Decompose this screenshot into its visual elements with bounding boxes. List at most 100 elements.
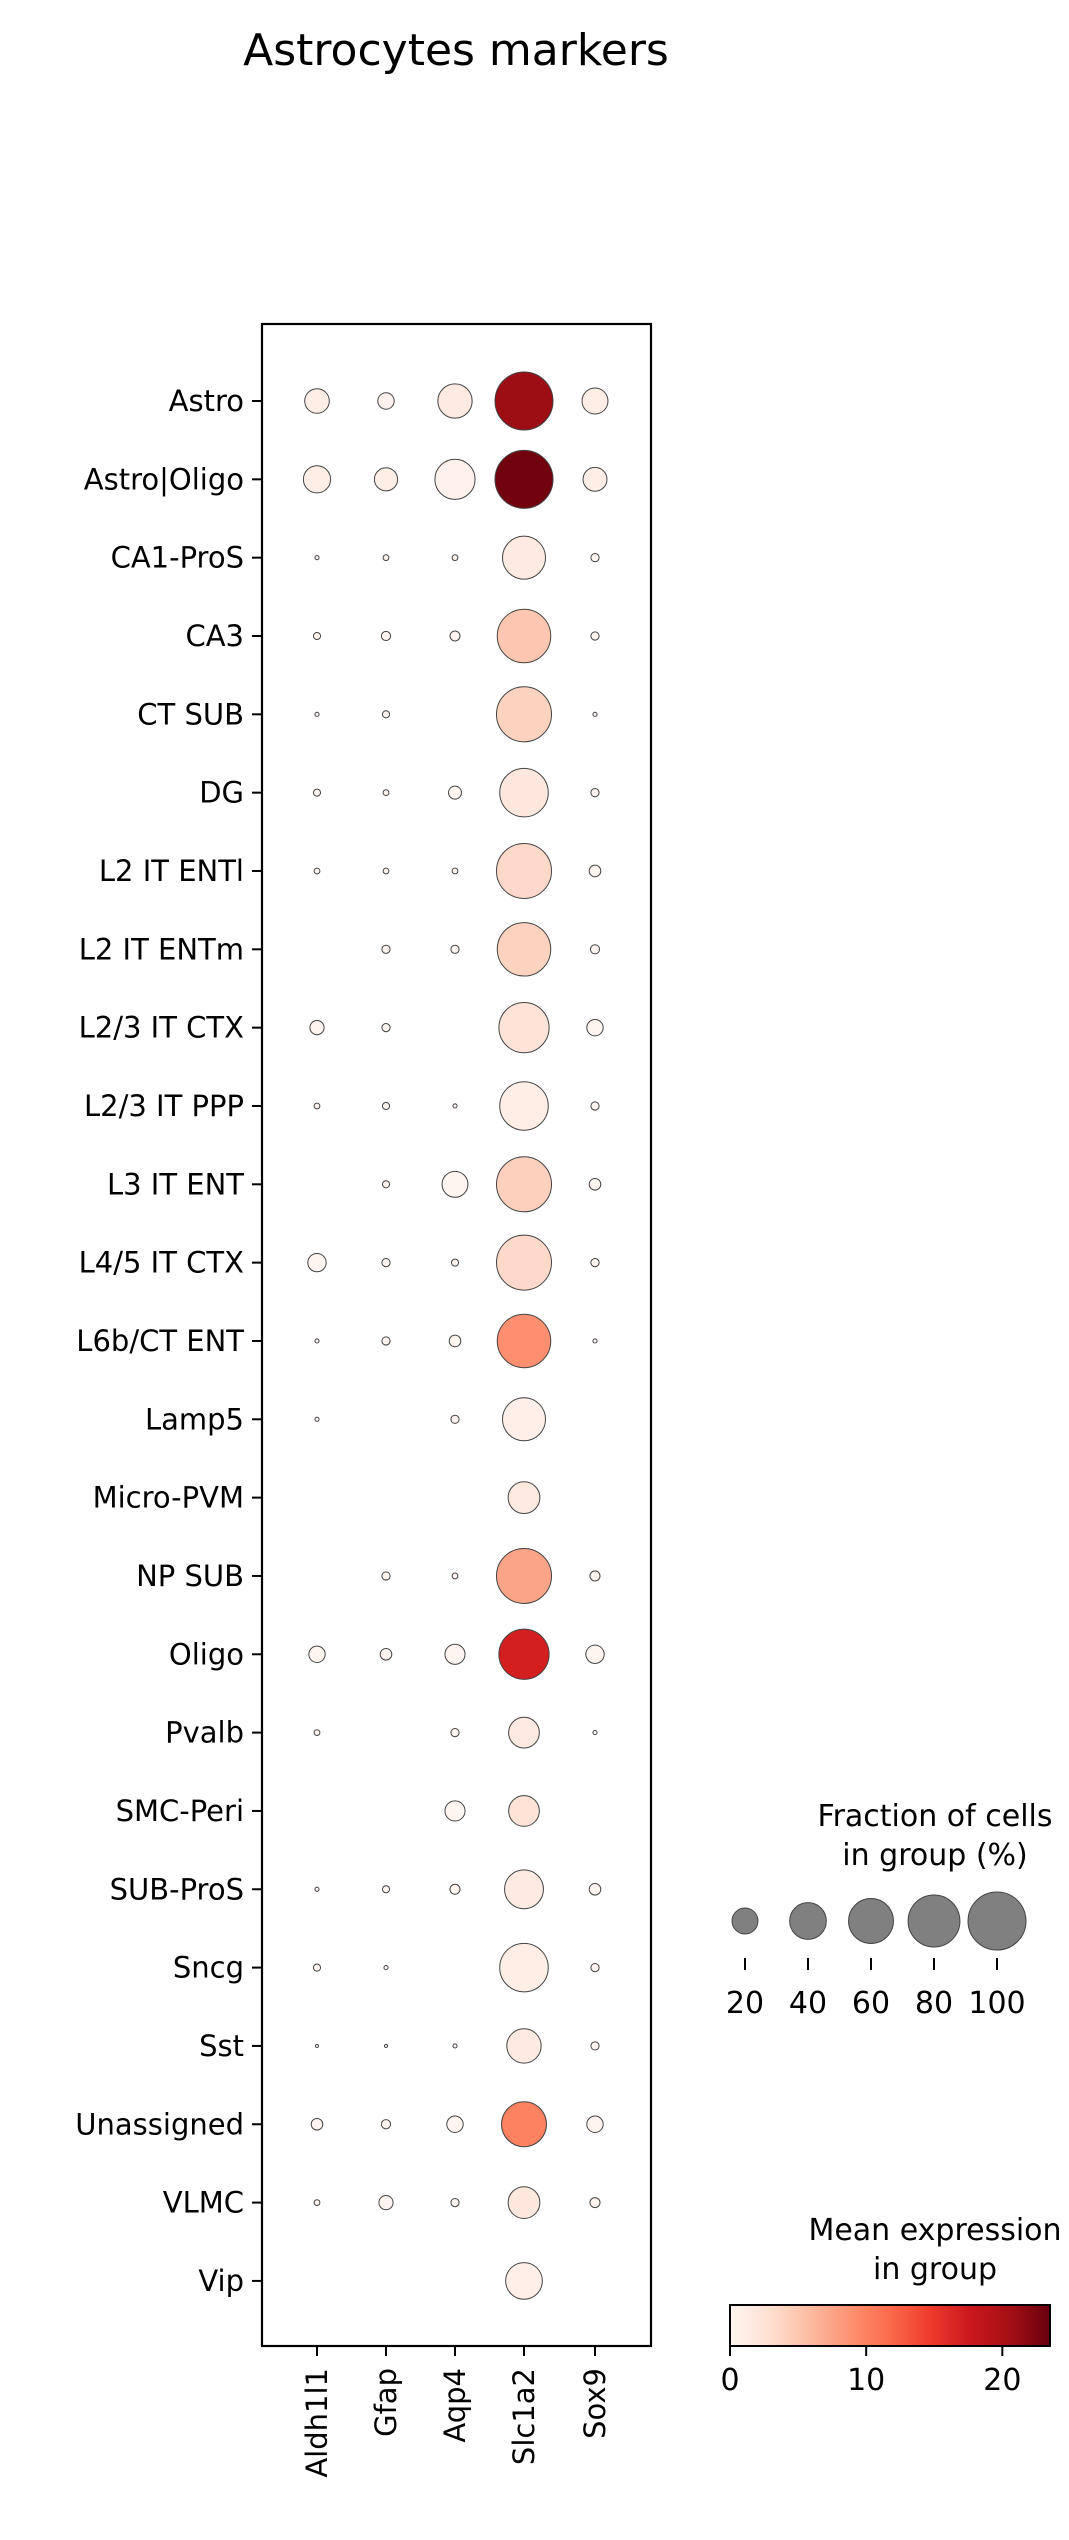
- y-tick-label: SUB-ProS: [110, 1872, 244, 1906]
- dot-mark: [590, 1258, 600, 1268]
- dot-mark: [589, 2197, 601, 2209]
- dot-mark: [588, 1178, 602, 1191]
- color-legend-title-line2: in group: [873, 2252, 997, 2287]
- dot-mark: [380, 630, 392, 642]
- size-legend: Fraction of cells in group (%) 20 40 60 80 1…: [726, 1799, 1053, 2021]
- colorbar-tick-label: 0: [720, 2363, 739, 2398]
- dot-mark: [507, 1481, 541, 1514]
- y-tick-label: Pvalb: [165, 1716, 244, 1750]
- dot-mark: [505, 2262, 543, 2300]
- dot-mark: [381, 944, 391, 954]
- size-legend-tick-label: 80: [915, 1986, 953, 2021]
- dot-mark: [495, 842, 553, 899]
- color-legend: Mean expression in group 0 10 20: [720, 2213, 1061, 2398]
- dot-mark: [382, 554, 390, 562]
- dot-mark: [383, 2043, 389, 2049]
- y-tick-label: CA1-ProS: [111, 541, 244, 575]
- dot-mark: [314, 555, 320, 561]
- dot-mark: [307, 1252, 327, 1273]
- dot-mark: [450, 1414, 460, 1424]
- dot-mark: [590, 2041, 600, 2051]
- dot-mark: [494, 449, 554, 509]
- dot-mark: [586, 2115, 604, 2133]
- dot-mark: [444, 1800, 466, 1822]
- y-tick-label: L2/3 IT CTX: [79, 1011, 244, 1045]
- dot-mark: [310, 2117, 324, 2131]
- dot-mark: [449, 1883, 461, 1895]
- dot-mark: [381, 710, 391, 719]
- dot-mark: [590, 788, 600, 798]
- dot-mark: [314, 1886, 320, 1892]
- dot-mark: [383, 1965, 389, 1971]
- dot-mark: [590, 553, 600, 563]
- dot-mark: [314, 2043, 320, 2049]
- dot-mark: [451, 867, 459, 875]
- size-legend-title-line1: Fraction of cells: [818, 1799, 1053, 1834]
- y-tick-label: Sst: [199, 2029, 244, 2063]
- y-tick-label: L4/5 IT CTX: [79, 1246, 244, 1280]
- dot-mark: [450, 944, 460, 954]
- dot-mark: [434, 458, 476, 500]
- size-legend-title-line2: in group (%): [842, 1838, 1027, 1873]
- dot-mark: [381, 1571, 391, 1581]
- dot-mark: [378, 2194, 394, 2211]
- dot-mark: [312, 631, 322, 641]
- dot-mark: [589, 1570, 601, 1582]
- dot-mark: [499, 1942, 549, 1993]
- y-tick-label: Micro-PVM: [93, 1481, 244, 1515]
- dot-mark: [494, 371, 554, 431]
- dot-mark: [441, 1170, 469, 1198]
- dot-mark: [495, 1156, 553, 1213]
- x-tick-label: Gfap: [369, 2368, 403, 2437]
- colorbar-tick-label: 10: [847, 2363, 885, 2398]
- dot-mark: [313, 1102, 321, 1110]
- dot-mark: [314, 1338, 320, 1344]
- dot-mark: [444, 1643, 466, 1665]
- dot-mark: [501, 1397, 547, 1442]
- y-tick-label: CT SUB: [137, 697, 244, 731]
- y-tick-label: Vip: [198, 2264, 244, 2298]
- dot-mark: [588, 1882, 602, 1896]
- dot-mark: [499, 1081, 549, 1131]
- dot-mark: [314, 711, 320, 717]
- dot-mark: [450, 1258, 460, 1267]
- dot-mark: [452, 2043, 458, 2049]
- y-tick-label: L3 IT ENT: [107, 1167, 244, 1201]
- size-legend-dot: [907, 1894, 961, 1948]
- axes-layer: Astro Astro|Oligo CA1-ProS CA3 CT SUB DG L2 IT…: [75, 322, 653, 2478]
- dot-mark: [304, 388, 330, 414]
- dot-mark: [499, 767, 549, 818]
- size-legend-tick-label: 20: [726, 1986, 764, 2021]
- dot-mark: [581, 387, 609, 415]
- colorbar: [729, 2304, 1051, 2347]
- dot-mark: [590, 1963, 600, 1973]
- dot-mark: [380, 2119, 392, 2130]
- y-tick-label: Lamp5: [145, 1402, 244, 1436]
- plot-frame: [260, 322, 653, 2348]
- dot-mark: [506, 2028, 542, 2064]
- dots-layer: [302, 371, 609, 2300]
- dot-mark: [450, 2197, 460, 2208]
- dot-mark: [590, 1101, 600, 1111]
- dot-mark: [381, 1180, 391, 1189]
- dot-mark: [586, 1018, 604, 1037]
- dot-mark: [504, 1869, 544, 1910]
- dot-mark: [590, 631, 600, 641]
- dot-mark: [508, 1795, 540, 1827]
- dot-mark: [589, 944, 601, 955]
- dot-mark: [373, 467, 399, 492]
- dot-mark: [302, 465, 332, 494]
- dot-mark: [495, 1234, 553, 1291]
- x-tick-label: Sox9: [578, 2368, 612, 2439]
- size-legend-dot: [731, 1907, 759, 1935]
- dot-mark: [585, 1644, 605, 1664]
- dot-mark: [501, 535, 547, 580]
- y-tick-label: L6b/CT ENT: [76, 1324, 244, 1358]
- dot-mark: [313, 2199, 321, 2206]
- dot-mark: [448, 785, 462, 800]
- dot-mark: [379, 1647, 393, 1661]
- dot-mark: [312, 1963, 322, 1972]
- dot-mark: [449, 630, 461, 642]
- y-tick-label: Oligo: [169, 1637, 244, 1671]
